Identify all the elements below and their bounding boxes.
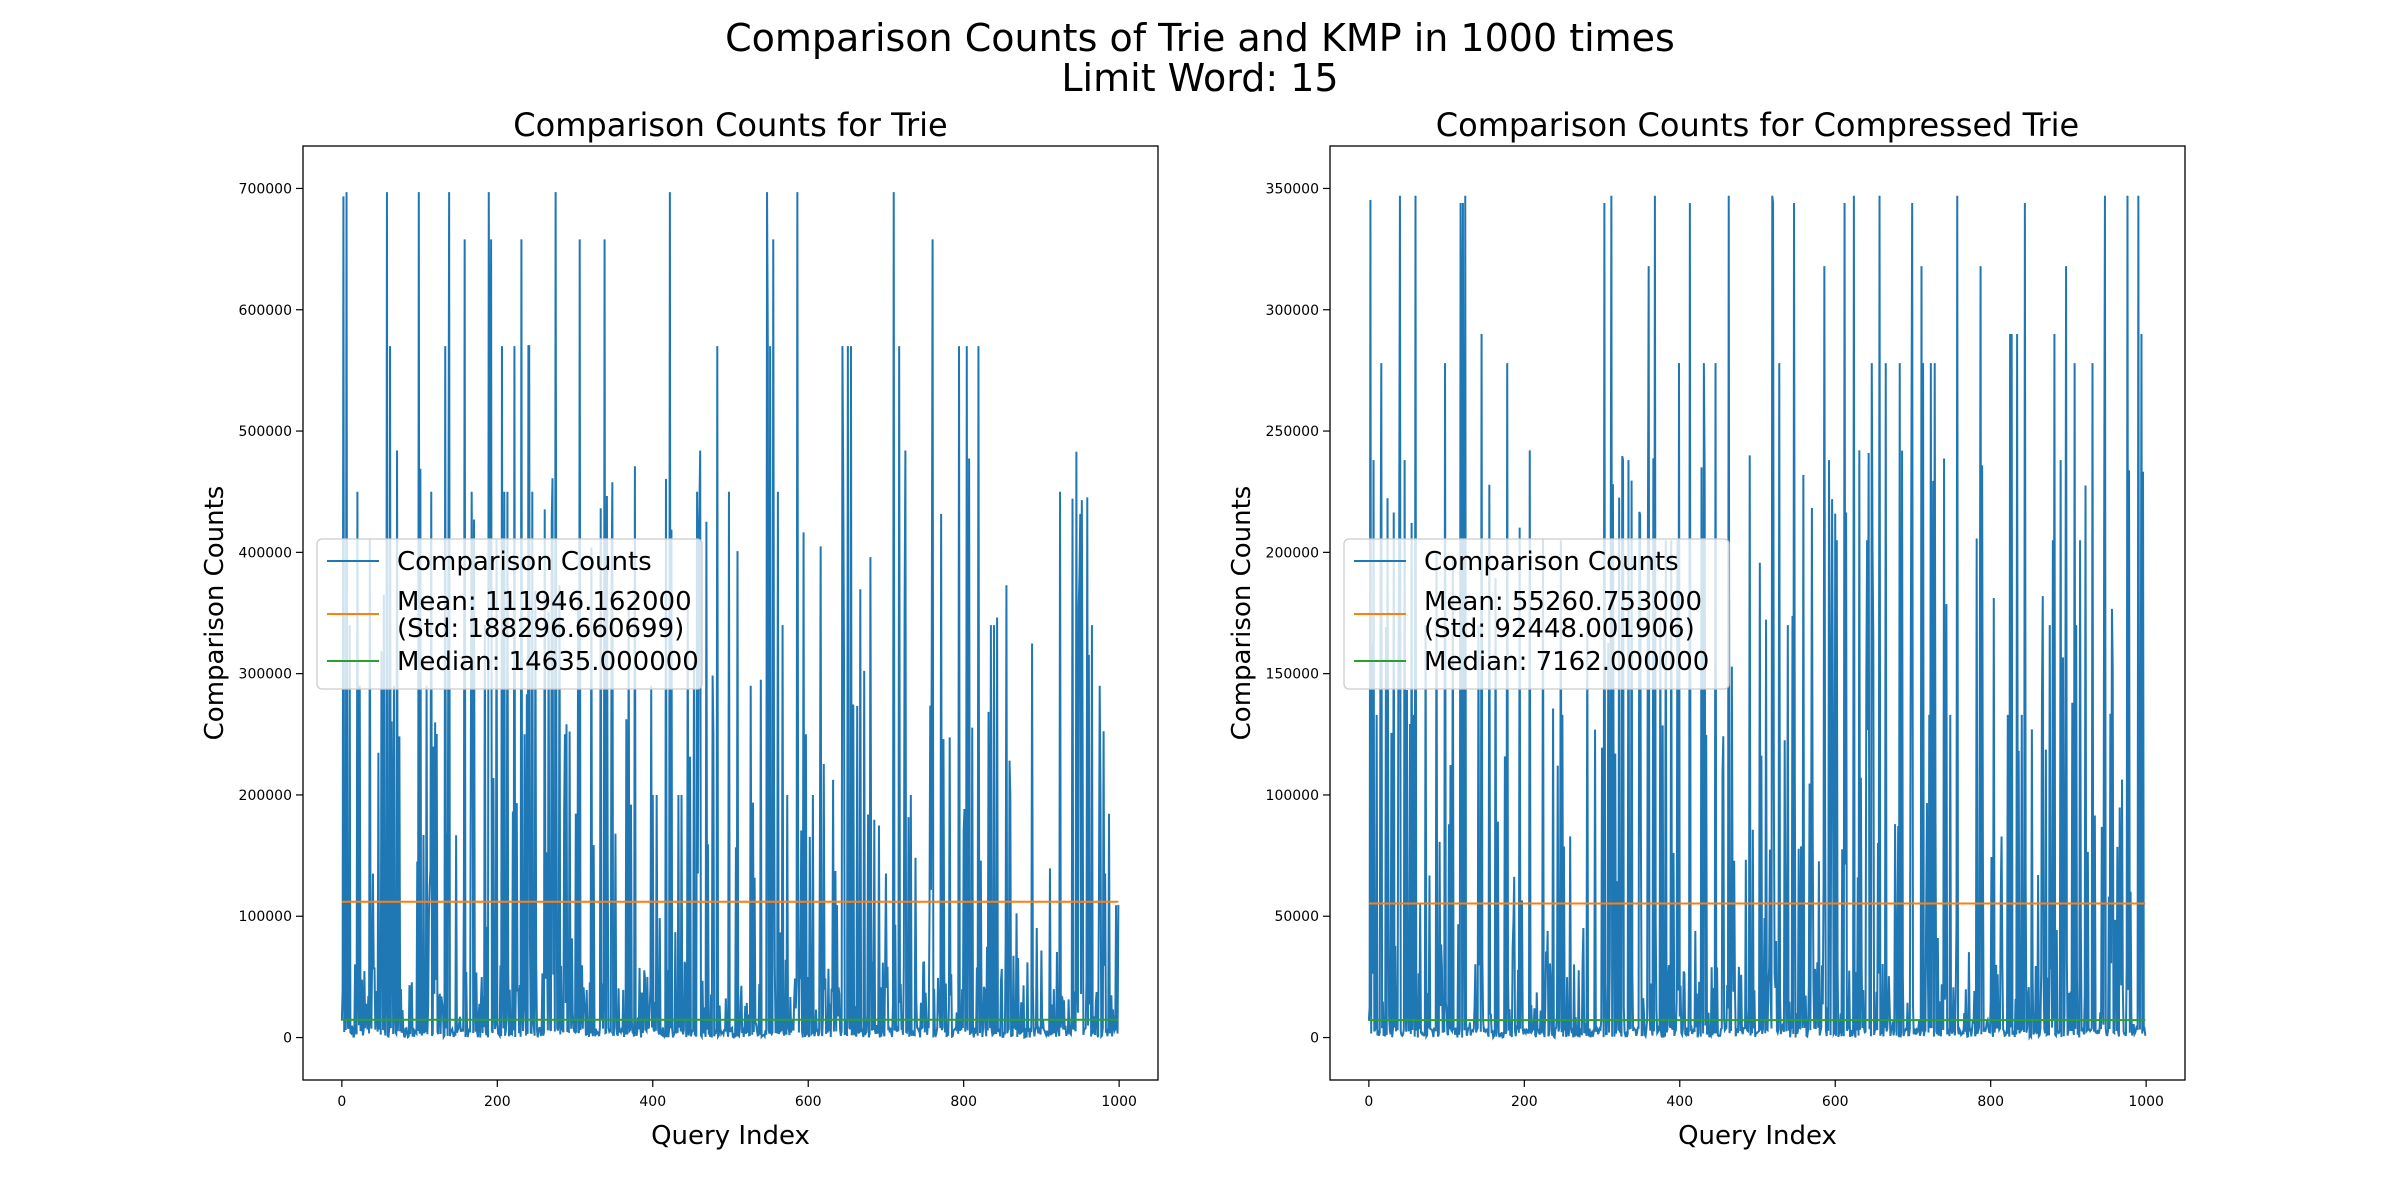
- legend-entry-mean: Mean: 55260.753000(Std: 92448.001906): [1354, 587, 1702, 644]
- plot-frame: [1329, 145, 2186, 1081]
- chart-title: Comparison Counts for Trie: [513, 106, 947, 144]
- y-tick-label: 500000: [239, 424, 292, 440]
- legend-entry-median: Median: 7162.000000: [1354, 647, 1709, 677]
- x-tick-label: 1000: [1101, 1094, 1137, 1110]
- x-tick-label: 800: [950, 1094, 977, 1110]
- y-tick-label: 0: [1310, 1031, 1319, 1047]
- y-tick-label: 250000: [1266, 424, 1319, 440]
- x-tick-label: 0: [1364, 1094, 1373, 1110]
- x-axis-label: Query Index: [1678, 1121, 1837, 1151]
- legend-box: [1343, 538, 1730, 690]
- legend-label: Mean: 111946.162000: [397, 587, 692, 617]
- legend-label: Median: 7162.000000: [1424, 647, 1709, 677]
- legend-label: Median: 14635.000000: [397, 647, 699, 677]
- y-tick-label: 0: [283, 1031, 292, 1047]
- legend-entry-comparison-counts: Comparison Counts: [327, 547, 652, 577]
- y-tick-label: 150000: [1266, 667, 1319, 683]
- x-tick-label: 200: [1511, 1094, 1538, 1110]
- chart-panel-2: Comparison Counts for Compressed Trie 0 20…: [1227, 106, 2186, 1151]
- x-axis-label: Query Index: [651, 1121, 810, 1151]
- y-tick-label: 300000: [1266, 303, 1319, 319]
- y-tick-label: 700000: [239, 181, 292, 197]
- chart-panel-1: Comparison Counts for Trie 0 200 400 600 800 1…: [200, 106, 1159, 1151]
- x-tick-label: 200: [484, 1094, 511, 1110]
- x-tick-label: 400: [639, 1094, 666, 1110]
- y-tick-label: 350000: [1266, 181, 1319, 197]
- y-axis-label: Comparison Counts: [1227, 486, 1257, 741]
- legend-label: Mean: 55260.753000: [1424, 587, 1702, 617]
- legend-label: (Std: 92448.001906): [1424, 614, 1695, 644]
- plot-frame: [302, 145, 1159, 1081]
- x-tick-label: 600: [795, 1094, 822, 1110]
- x-tick-label: 400: [1666, 1094, 1693, 1110]
- legend-label: Comparison Counts: [1424, 547, 1679, 577]
- y-tick-label: 600000: [239, 303, 292, 319]
- chart-title: Comparison Counts for Compressed Trie: [1436, 106, 2079, 144]
- y-tick-label: 50000: [1274, 909, 1319, 925]
- y-tick-label: 100000: [239, 909, 292, 925]
- y-tick-label: 200000: [239, 788, 292, 804]
- legend-entry-mean: Mean: 111946.162000(Std: 188296.660699): [327, 587, 692, 644]
- series-line-comparison-counts: [1367, 195, 2147, 1041]
- legend-label: Comparison Counts: [397, 547, 652, 577]
- figure-title-line-2: Limit Word: 15: [1061, 56, 1339, 100]
- x-tick-label: 600: [1822, 1094, 1849, 1110]
- x-tick-label: 800: [1977, 1094, 2004, 1110]
- legend-entry-median: Median: 14635.000000: [327, 647, 699, 677]
- legend-entry-comparison-counts: Comparison Counts: [1354, 547, 1679, 577]
- figure-title-line-1: Comparison Counts of Trie and KMP in 100…: [725, 16, 1675, 60]
- legend: Comparison Counts Mean: 111946.162000(Std…: [316, 538, 703, 690]
- y-tick-label: 200000: [1266, 545, 1319, 561]
- x-tick-label: 0: [337, 1094, 346, 1110]
- y-tick-label: 300000: [239, 667, 292, 683]
- legend: Comparison Counts Mean: 55260.753000(Std:…: [1343, 538, 1730, 690]
- y-axis-label: Comparison Counts: [200, 486, 230, 741]
- x-tick-label: 1000: [2128, 1094, 2164, 1110]
- y-tick-label: 400000: [239, 545, 292, 561]
- legend-box: [316, 538, 703, 690]
- y-tick-label: 100000: [1266, 788, 1319, 804]
- legend-label: (Std: 188296.660699): [397, 614, 684, 644]
